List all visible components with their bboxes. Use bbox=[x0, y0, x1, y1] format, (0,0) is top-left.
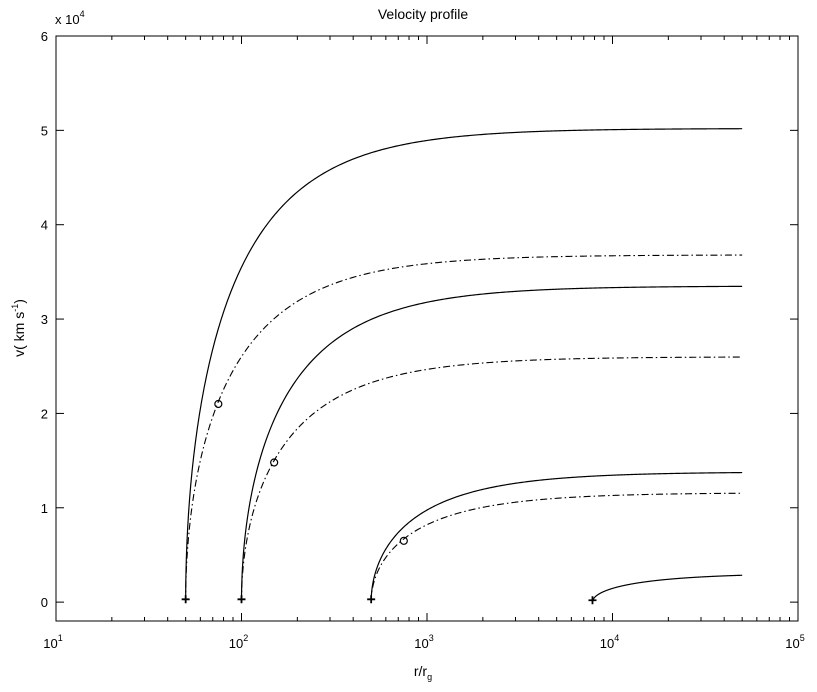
launch-point-marker-3 bbox=[367, 595, 376, 604]
x-tick-label: 102 bbox=[229, 633, 248, 651]
series-line-4 bbox=[240, 356, 743, 603]
y-axis: 0 1 2 3 4 5 6 bbox=[41, 29, 798, 610]
y-tick-label: 6 bbox=[41, 29, 48, 44]
launch-point-marker-4 bbox=[588, 596, 597, 605]
series-line-3 bbox=[240, 285, 743, 603]
plot-frame bbox=[55, 35, 799, 622]
launch-point-marker-1 bbox=[181, 595, 190, 604]
y-tick-label: 3 bbox=[41, 312, 48, 327]
x-axis: 101 102 103 104 105 bbox=[43, 36, 805, 651]
y-axis-label: v( km s-1) bbox=[10, 299, 27, 357]
sonic-point-marker-1 bbox=[214, 399, 223, 409]
curve-group bbox=[185, 128, 743, 603]
chart-title: Velocity profile bbox=[378, 6, 468, 22]
series-line-7 bbox=[591, 574, 743, 603]
x-axis-label: r/rg bbox=[414, 663, 432, 682]
y-tick-label: 2 bbox=[41, 406, 48, 421]
x-tick-label: 105 bbox=[785, 633, 804, 651]
series-line-5 bbox=[370, 471, 743, 603]
launch-point-marker-2 bbox=[237, 595, 246, 604]
y-tick-label: 5 bbox=[41, 123, 48, 138]
sonic-point-marker-3 bbox=[399, 536, 408, 545]
y-tick-label: 4 bbox=[41, 218, 48, 233]
x-tick-label: 104 bbox=[600, 633, 619, 651]
sonic-point-marker-2 bbox=[270, 458, 279, 467]
x-tick-label: 101 bbox=[43, 633, 62, 651]
y-tick-label: 0 bbox=[41, 595, 48, 610]
series-line-1 bbox=[185, 128, 743, 603]
y-axis-multiplier: x 104 bbox=[55, 9, 85, 27]
y-tick-label: 1 bbox=[41, 501, 48, 516]
series-line-2 bbox=[185, 254, 743, 603]
marker-group bbox=[181, 399, 597, 605]
x-tick-label: 103 bbox=[414, 633, 433, 651]
